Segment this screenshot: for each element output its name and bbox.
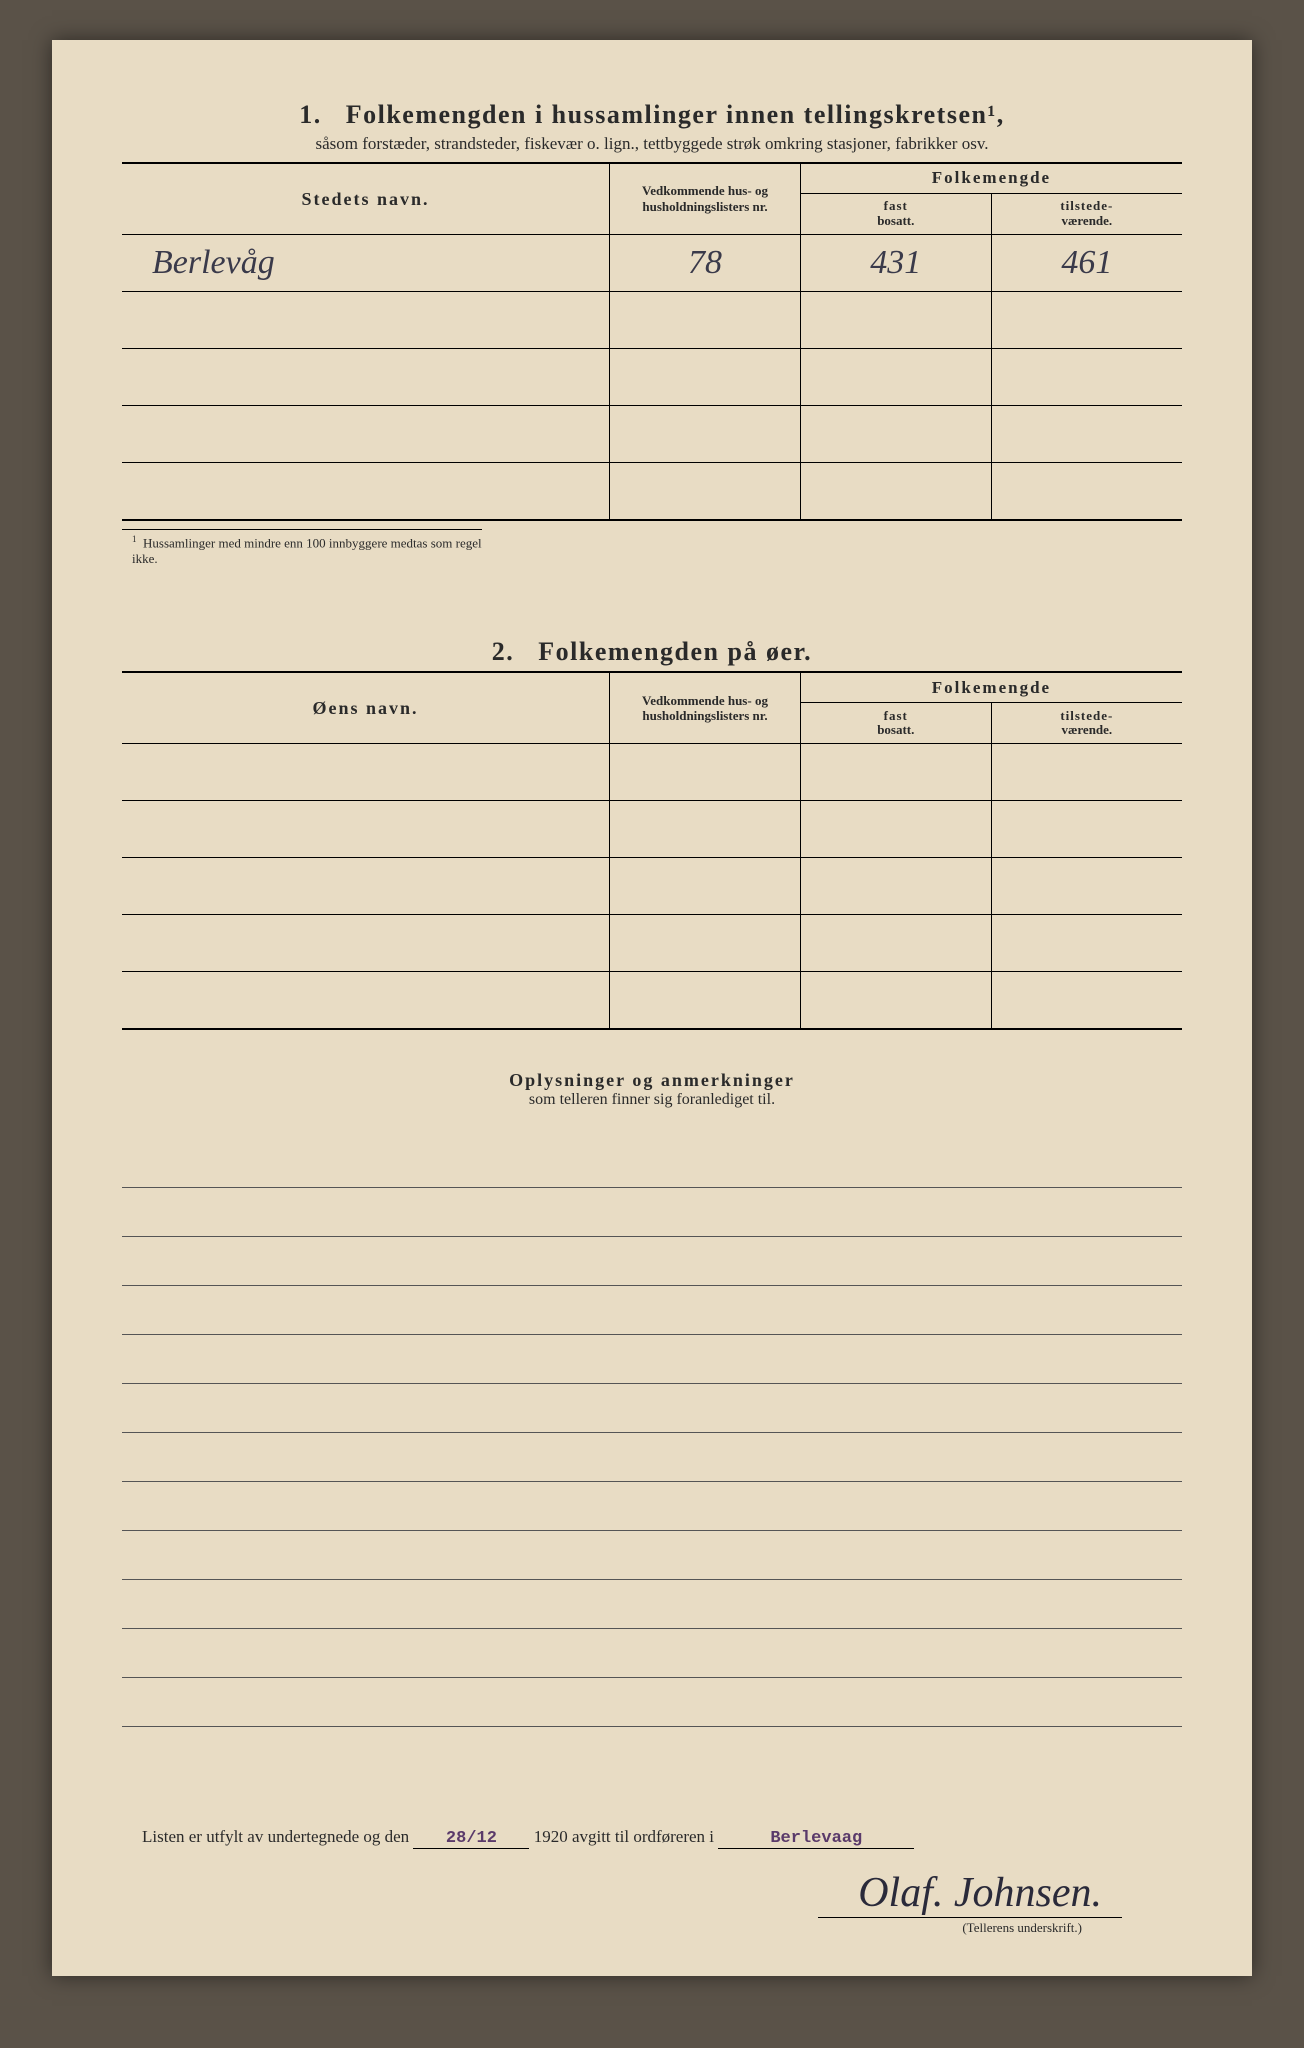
ruled-line (122, 1433, 1182, 1482)
cell-name (122, 915, 610, 972)
cell-name (122, 463, 610, 521)
cell-tilstede: 461 (991, 235, 1182, 292)
remarks-lines (122, 1139, 1182, 1727)
cell-name: Berlevåg (122, 235, 610, 292)
table-oer: Øens navn. Vedkommende hus- og husholdni… (122, 671, 1182, 1030)
signature: Olaf. Johnsen. (818, 1869, 1122, 1918)
cell-name (122, 292, 610, 349)
table-row (122, 915, 1182, 972)
cell-fast (800, 915, 991, 972)
col-stedets-navn: Stedets navn. (122, 163, 610, 235)
ruled-line (122, 1629, 1182, 1678)
cell-name (122, 972, 610, 1030)
ruled-line (122, 1237, 1182, 1286)
section-1-number: 1. (299, 100, 322, 129)
col-lister-nr-2: Vedkommende hus- og husholdningslisters … (610, 672, 801, 744)
table-row (122, 972, 1182, 1030)
ruled-line (122, 1139, 1182, 1188)
section-1-heading: Folkemengden i hussamlinger innen tellin… (346, 100, 1005, 129)
col-folkemengde: Folkemengde (800, 163, 1182, 193)
cell-nr (610, 463, 801, 521)
cell-tilstede (991, 915, 1182, 972)
footnote-1: 1 Hussamlinger med mindre enn 100 innbyg… (122, 529, 482, 567)
ruled-line (122, 1580, 1182, 1629)
table-row (122, 292, 1182, 349)
table-row (122, 858, 1182, 915)
remarks-heading: Oplysninger og anmerkninger som telleren… (122, 1070, 1182, 1109)
ruled-line (122, 1335, 1182, 1384)
cell-nr (610, 744, 801, 801)
section-2-number: 2. (492, 637, 515, 666)
section-2-title: 2. Folkemengden på øer. (122, 637, 1182, 667)
table-row (122, 406, 1182, 463)
cell-nr (610, 972, 801, 1030)
table-2-body (122, 744, 1182, 1030)
cell-name (122, 801, 610, 858)
col-lister-nr: Vedkommende hus- og husholdningslisters … (610, 163, 801, 235)
cell-fast (800, 972, 991, 1030)
table-1-body: Berlevåg78431461 (122, 235, 1182, 521)
cell-tilstede (991, 463, 1182, 521)
cell-name (122, 744, 610, 801)
fill-place: Berlevaag (718, 1829, 914, 1849)
cell-name (122, 349, 610, 406)
cell-fast (800, 349, 991, 406)
cell-tilstede (991, 406, 1182, 463)
cell-fast (800, 463, 991, 521)
table-row: Berlevåg78431461 (122, 235, 1182, 292)
cell-nr (610, 292, 801, 349)
col-oens-navn: Øens navn. (122, 672, 610, 744)
cell-name (122, 858, 610, 915)
cell-fast (800, 858, 991, 915)
cell-fast (800, 406, 991, 463)
cell-nr (610, 915, 801, 972)
cell-tilstede (991, 858, 1182, 915)
cell-tilstede (991, 292, 1182, 349)
cell-fast: 431 (800, 235, 991, 292)
signature-label: (Tellerens underskrift.) (122, 1920, 1182, 1936)
section-1-title: 1. Folkemengden i hussamlinger innen tel… (122, 100, 1182, 130)
census-form-page: 1. Folkemengden i hussamlinger innen tel… (52, 40, 1252, 1976)
cell-nr (610, 406, 801, 463)
ruled-line (122, 1286, 1182, 1335)
signature-row: Olaf. Johnsen. (122, 1869, 1182, 1918)
col-fast-bosatt-2: fast bosatt. (800, 702, 991, 743)
cell-fast (800, 744, 991, 801)
table-hussamlinger: Stedets navn. Vedkommende hus- og hushol… (122, 162, 1182, 521)
table-row (122, 349, 1182, 406)
cell-tilstede (991, 349, 1182, 406)
ruled-line (122, 1531, 1182, 1580)
table-row (122, 744, 1182, 801)
col-folkemengde-2: Folkemengde (800, 672, 1182, 702)
ruled-line (122, 1482, 1182, 1531)
ruled-line (122, 1188, 1182, 1237)
table-row (122, 463, 1182, 521)
fill-date: 28/12 (413, 1829, 529, 1849)
col-fast-bosatt: fast bosatt. (800, 193, 991, 234)
table-row (122, 801, 1182, 858)
section-2: 2. Folkemengden på øer. Øens navn. Vedko… (122, 637, 1182, 1030)
cell-nr (610, 801, 801, 858)
cell-tilstede (991, 801, 1182, 858)
cell-fast (800, 292, 991, 349)
cell-nr (610, 349, 801, 406)
section-1-subtitle: såsom forstæder, strandsteder, fiskevær … (122, 134, 1182, 154)
cell-name (122, 406, 610, 463)
cell-tilstede (991, 972, 1182, 1030)
cell-fast (800, 801, 991, 858)
ruled-line (122, 1678, 1182, 1727)
cell-tilstede (991, 744, 1182, 801)
cell-nr (610, 858, 801, 915)
ruled-line (122, 1384, 1182, 1433)
footer-line: Listen er utfylt av undertegnede og den … (122, 1827, 1182, 1849)
col-tilstedevaerende-2: tilstede- værende. (991, 702, 1182, 743)
cell-nr: 78 (610, 235, 801, 292)
col-tilstedevaerende: tilstede- værende. (991, 193, 1182, 234)
section-2-heading: Folkemengden på øer. (538, 637, 812, 666)
section-1: 1. Folkemengden i hussamlinger innen tel… (122, 100, 1182, 567)
